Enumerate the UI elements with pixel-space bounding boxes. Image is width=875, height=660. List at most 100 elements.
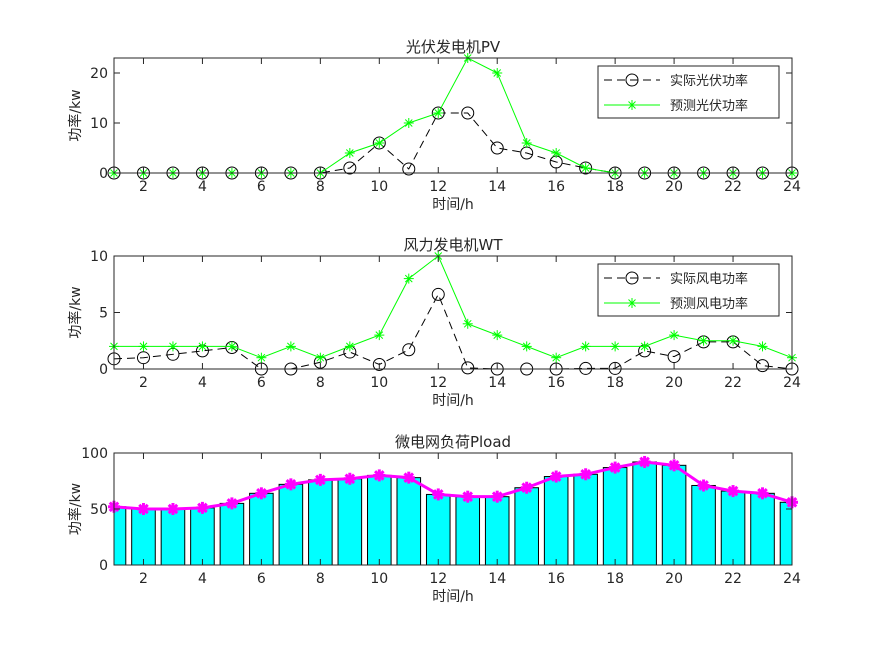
data-point xyxy=(461,361,475,375)
data-point xyxy=(756,359,770,373)
load-point-stroke xyxy=(285,479,297,490)
x-tick-label: 18 xyxy=(606,179,624,195)
bar xyxy=(367,474,392,566)
data-point xyxy=(374,330,385,341)
load-point-stroke xyxy=(197,502,208,514)
data-point xyxy=(372,136,386,150)
data-point-stroke xyxy=(287,342,295,351)
data-point-stroke xyxy=(552,353,561,362)
load-point-stroke xyxy=(521,482,532,494)
data-point-stroke xyxy=(139,342,148,351)
data-point-stroke xyxy=(640,342,649,351)
data-point-stroke xyxy=(169,342,177,351)
legend-marker xyxy=(627,298,637,308)
x-tick-label: 12 xyxy=(429,179,447,195)
bar xyxy=(425,493,451,566)
load-point-stroke xyxy=(432,489,444,500)
x-tick-label: 16 xyxy=(547,375,565,391)
data-point-stroke xyxy=(729,336,737,345)
load-point-stroke xyxy=(315,474,326,486)
data-point-stroke xyxy=(758,342,767,351)
legend-marker xyxy=(625,271,639,285)
y-tick-label: 5 xyxy=(99,306,108,322)
load-point xyxy=(196,501,209,514)
legend-marker xyxy=(625,73,639,87)
x-axis-label: 时间/h xyxy=(432,393,474,409)
data-point xyxy=(580,163,591,173)
x-tick-label: 4 xyxy=(198,179,207,195)
data-point-stroke xyxy=(581,164,590,172)
load-point-stroke xyxy=(374,470,385,481)
data-point xyxy=(138,341,149,352)
load-point xyxy=(520,481,533,494)
x-tick-label: 14 xyxy=(488,375,506,391)
bar xyxy=(113,506,127,566)
data-point xyxy=(344,341,355,352)
bar xyxy=(573,473,598,566)
data-point xyxy=(521,138,532,148)
data-point xyxy=(551,148,562,158)
bar xyxy=(219,502,245,566)
data-point xyxy=(167,341,178,352)
x-tick-label: 10 xyxy=(370,571,388,587)
bar xyxy=(160,508,186,566)
data-point xyxy=(403,118,414,128)
y-tick-label: 10 xyxy=(90,249,108,265)
series-line-1 xyxy=(113,293,793,370)
data-point xyxy=(698,335,709,346)
data-point xyxy=(608,361,622,375)
data-point xyxy=(639,341,650,352)
data-point xyxy=(579,361,593,375)
load-point xyxy=(314,473,327,486)
load-point-stroke xyxy=(491,491,503,502)
subplot-3: 2 4 6 8 10 12 14 16 18 20 22 24050100微电网负荷Pload时间/h… xyxy=(67,433,801,605)
x-tick-label: 14 xyxy=(488,179,506,195)
data-point-stroke xyxy=(316,353,325,362)
load-point xyxy=(461,490,474,503)
x-tick-label: 18 xyxy=(606,375,624,391)
data-point xyxy=(610,341,621,352)
data-point-stroke xyxy=(375,139,384,147)
data-point xyxy=(579,161,593,175)
x-tick-label: 6 xyxy=(257,179,266,195)
bar xyxy=(632,461,657,566)
bar xyxy=(484,496,510,566)
data-point xyxy=(431,287,445,301)
load-point xyxy=(432,488,445,501)
load-point xyxy=(668,459,681,472)
load-point xyxy=(137,503,150,515)
y-tick-label: 0 xyxy=(99,558,108,574)
data-point xyxy=(374,138,385,148)
x-tick-label: 16 xyxy=(547,571,565,587)
legend-label: 实际光伏功率 xyxy=(670,73,748,89)
bar xyxy=(750,492,775,566)
load-point xyxy=(491,490,504,503)
data-point xyxy=(580,341,591,352)
data-point-stroke xyxy=(493,331,502,339)
legend-marker-stroke xyxy=(628,299,636,307)
subplot-title: 光伏发电机PV xyxy=(406,38,501,56)
load-point-stroke xyxy=(668,460,680,471)
data-point xyxy=(551,352,562,363)
load-point xyxy=(609,461,622,474)
data-point-stroke xyxy=(463,319,472,328)
axes-box xyxy=(113,57,793,174)
bar xyxy=(131,508,156,566)
legend-label: 预测风电功率 xyxy=(670,296,748,312)
x-tick-label: 4 xyxy=(198,375,207,391)
plot-area xyxy=(114,453,792,565)
x-tick-label: 20 xyxy=(665,571,683,587)
data-point xyxy=(728,335,739,346)
load-point xyxy=(343,472,356,485)
data-point xyxy=(372,357,386,371)
bar xyxy=(190,507,215,566)
load-point-stroke xyxy=(609,462,621,473)
bar xyxy=(249,492,274,566)
data-point xyxy=(667,350,681,364)
data-point-stroke xyxy=(345,342,354,351)
data-point xyxy=(462,318,473,329)
bar xyxy=(602,467,628,566)
load-point xyxy=(550,470,563,483)
